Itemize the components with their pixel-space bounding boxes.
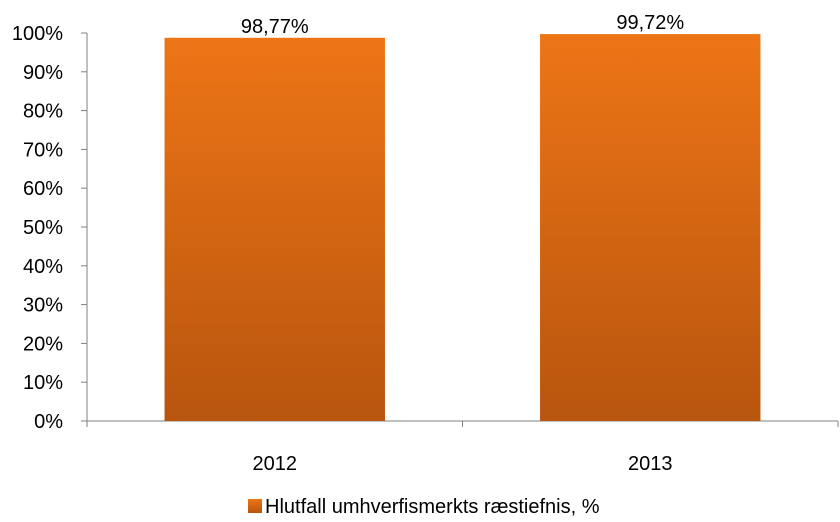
y-tick-label: 80% bbox=[23, 101, 63, 123]
data-label-2012: 98,77% bbox=[241, 16, 309, 38]
y-axis: 0% 10% 20% 30% 40% 50% 60% 70% 80% 90% 100% bbox=[12, 23, 88, 433]
y-tick-label: 40% bbox=[23, 256, 63, 278]
bar-2013 bbox=[540, 34, 761, 422]
legend-label: Hlutfall umhverfismerkts ræstiefnis, % bbox=[265, 496, 600, 518]
y-tick-label: 20% bbox=[23, 333, 63, 355]
y-tick-label: 30% bbox=[23, 295, 63, 317]
bar-2012 bbox=[164, 37, 385, 421]
data-labels: 98,77% 99,72% bbox=[241, 12, 685, 38]
data-label-2013: 99,72% bbox=[616, 12, 684, 34]
y-tick-label: 90% bbox=[23, 62, 63, 84]
x-tick-label: 2013 bbox=[628, 453, 673, 475]
bars bbox=[164, 34, 761, 422]
y-tick-label: 100% bbox=[12, 23, 63, 45]
y-tick-label: 0% bbox=[34, 411, 63, 433]
y-tick-label: 60% bbox=[23, 178, 63, 200]
x-tick-label: 2012 bbox=[253, 453, 298, 475]
y-tick-label: 10% bbox=[23, 372, 63, 394]
legend: Hlutfall umhverfismerkts ræstiefnis, % bbox=[248, 496, 600, 518]
y-tick-label: 50% bbox=[23, 217, 63, 239]
x-axis: 2012 2013 bbox=[86, 420, 839, 475]
legend-swatch bbox=[248, 499, 262, 513]
y-tick-label: 70% bbox=[23, 139, 63, 161]
